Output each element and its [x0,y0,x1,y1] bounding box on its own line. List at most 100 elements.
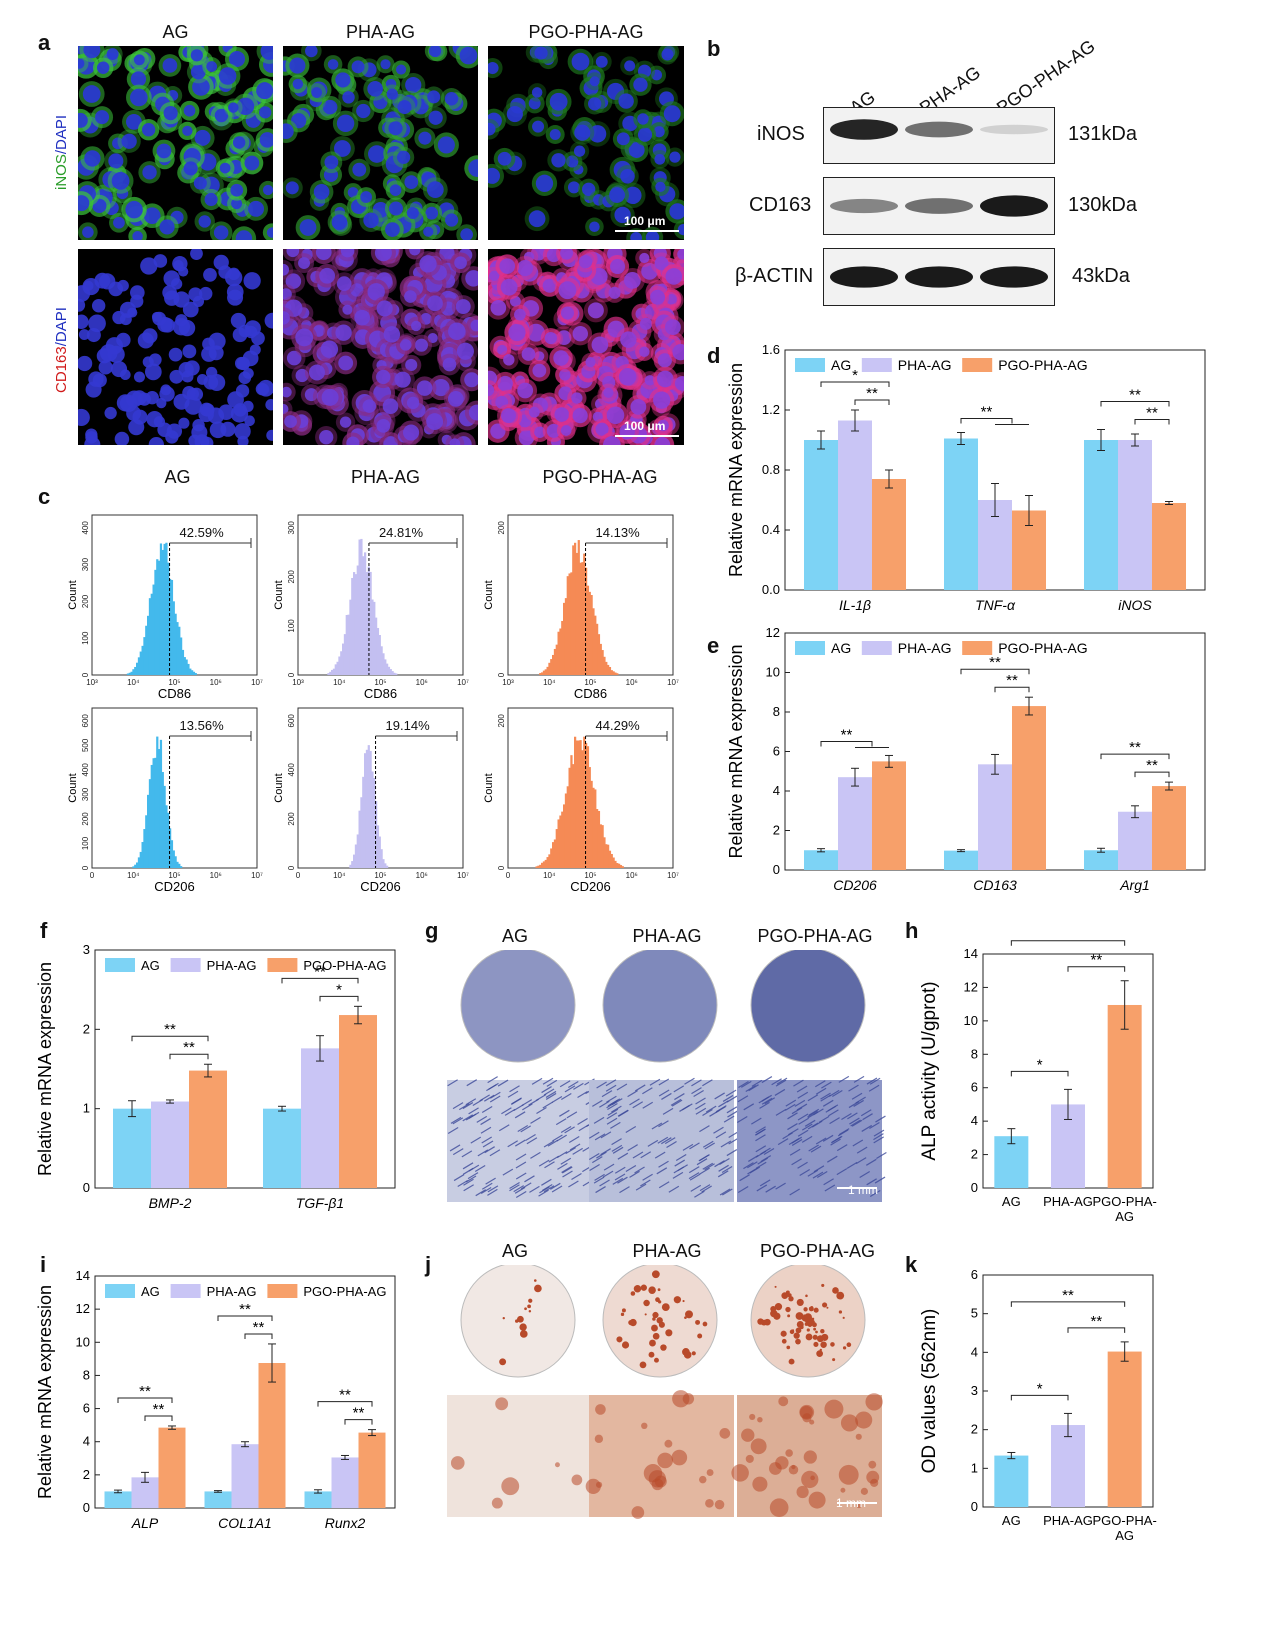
bar [258,1363,286,1508]
cell-nucleus [373,384,392,402]
histogram-bar [603,837,606,868]
cell-nucleus [78,355,93,372]
y-tick-label: 4 [971,1344,978,1359]
histogram-bar [331,669,334,675]
cell-nucleus [259,132,273,148]
legend-swatch [861,641,892,655]
mineral-spot [652,1317,656,1321]
cell-nucleus [531,87,543,98]
histogram-bar [586,746,590,868]
cell-fiber [468,1111,480,1119]
cell-fiber [789,1188,800,1196]
sig-mark: * [1037,1380,1043,1397]
cell-nucleus [624,60,636,72]
bar [994,1455,1029,1507]
cell-fiber [629,1098,640,1106]
cell-nucleus [444,92,459,106]
mineral-spot [846,1342,852,1348]
histogram-bar [356,565,359,675]
histogram-bar [362,776,365,868]
histogram-bar [541,672,544,675]
sig-mark: ** [841,726,853,743]
bar [994,1136,1029,1188]
cell-nucleus [248,200,265,217]
cell-nucleus [609,187,625,203]
sig-bracket [854,399,890,405]
mineral-nodule [809,1419,815,1425]
blot-band [980,266,1048,288]
cell-nucleus [342,304,353,315]
cell-fiber [610,1121,621,1129]
histogram-bar [364,552,367,675]
mineral-nodule [672,1390,690,1408]
mineral-spot [842,1346,847,1350]
cell-fiber [577,1091,588,1099]
cell-fiber [764,1097,776,1105]
mineral-spot [651,1324,658,1332]
mineral-nodule [810,1475,815,1481]
cell-nucleus [321,388,339,406]
cell-nucleus [523,251,535,263]
histogram-bar [378,635,381,675]
blot-row-name: β-ACTIN [735,265,814,287]
cell-fiber [804,1119,816,1127]
cell-fiber [600,1148,611,1156]
histogram-bar [575,740,579,868]
legend-label: PGO-PHA-AG [998,357,1087,373]
cell-nucleus [130,71,147,87]
histogram-bar [192,671,196,675]
histogram-bar [597,634,601,675]
histogram-bar [156,559,159,675]
histogram-bar [375,801,378,868]
cell-fiber [489,1095,501,1103]
x-tick-label: 10⁴ [333,871,346,880]
cell-nucleus [360,191,372,203]
cell-fiber [642,1101,654,1109]
cell-fiber [515,1172,527,1180]
x-tick-label: 0 [506,871,511,880]
histogram-bar [139,651,142,675]
cell-nucleus [336,276,352,292]
cell-nucleus [232,327,248,343]
cell-nucleus [347,187,359,198]
alp-staining-images [447,950,887,1202]
x-axis-label: CD86 [364,686,397,701]
y-axis-label: Count [273,773,285,802]
cell-nucleus [654,153,666,165]
sig-bracket [317,1401,373,1407]
cell-nucleus [419,255,437,273]
cell-nucleus [374,249,392,262]
cell-nucleus [380,59,391,70]
y-tick-label: 0 [81,672,90,677]
histogram-bar [592,787,595,868]
legend-label: PGO-PHA-AG [998,640,1087,656]
cell-fiber [561,1092,572,1101]
cell-fiber [481,1136,493,1144]
cell-fiber [535,1093,547,1101]
micrograph-inos-pha-ag [283,46,478,240]
mineral-nodule [865,1393,883,1411]
cell-nucleus [334,140,351,157]
histogram-bar [546,666,549,675]
cell-fiber [497,1079,509,1087]
cell-fiber [487,1185,499,1193]
sig-bracket [169,1053,209,1060]
cell-fiber [462,1102,474,1110]
cell-nucleus [126,113,142,130]
cell-fiber [813,1165,825,1173]
cell-fiber [717,1170,729,1178]
cell-nucleus [449,438,461,445]
mineral-spot [793,1332,800,1339]
bar [331,1457,359,1508]
panel-a-row2-label: CD163/DAPI [53,307,70,393]
cell-nucleus [645,230,660,240]
cell-nucleus [595,422,609,436]
cell-fiber [813,1108,824,1116]
histogram-bar [608,850,612,868]
legend-swatch [267,958,298,972]
histogram-frame [91,707,258,869]
panel-label-k: k [905,1252,918,1277]
histogram-bar [169,828,172,868]
cell-fiber [698,1154,710,1162]
histogram-bar [557,819,560,868]
